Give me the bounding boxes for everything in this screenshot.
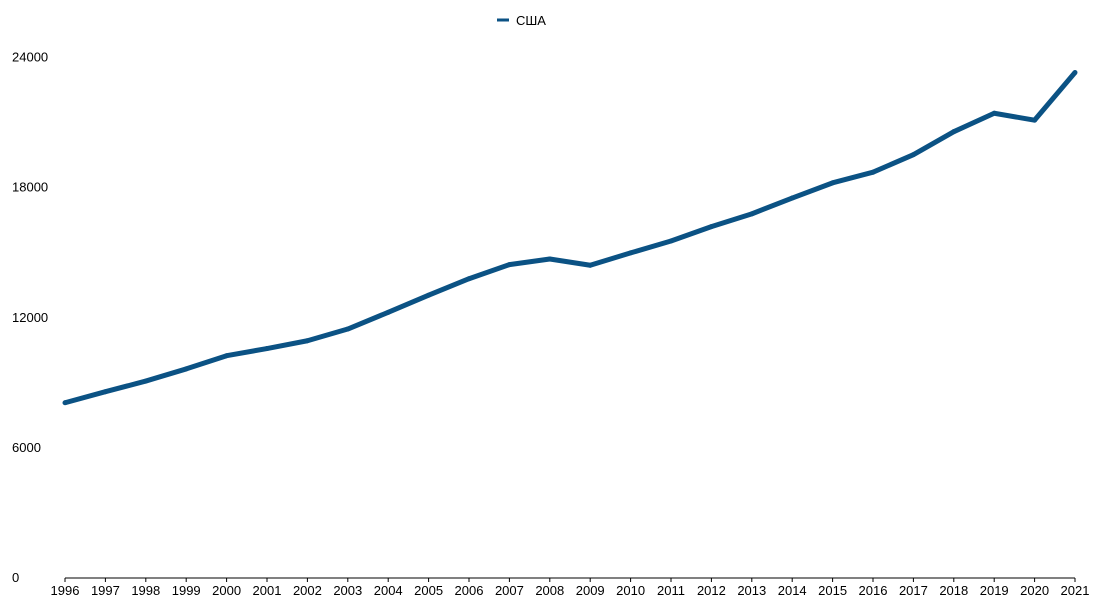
x-tick-label: 1997 — [91, 583, 120, 597]
data-point — [1072, 69, 1078, 75]
x-tick-label: 2015 — [818, 583, 847, 597]
series-line-0 — [64, 70, 1077, 406]
y-tick-label: 0 — [12, 570, 19, 585]
data-point — [749, 211, 755, 217]
legend: США — [497, 13, 546, 28]
data-point — [1032, 117, 1038, 123]
plot-area — [62, 69, 1078, 406]
x-axis: 1996 1997 1998 1999 2000 2001 2002 2003 2004 2005… — [51, 578, 1090, 597]
data-point — [304, 338, 310, 344]
data-point — [910, 152, 916, 158]
x-tick-label: 2005 — [414, 583, 443, 597]
data-point — [224, 353, 230, 359]
y-tick-label: 12000 — [12, 310, 48, 325]
x-tick-label: 2011 — [657, 583, 685, 597]
x-tick-label: 2004 — [374, 583, 403, 597]
x-tick-label: 2012 — [697, 583, 726, 597]
data-point — [991, 110, 997, 116]
x-tick-label: 2000 — [212, 583, 241, 597]
data-point — [143, 378, 149, 384]
data-point — [870, 169, 876, 175]
x-tick-label: 2006 — [455, 583, 484, 597]
x-tick-label: 1996 — [51, 583, 80, 597]
data-point — [345, 326, 351, 332]
data-point — [264, 346, 270, 352]
data-point — [506, 262, 512, 268]
x-tick-label: 1999 — [172, 583, 201, 597]
y-tick-label: 6000 — [12, 440, 41, 455]
x-tick-label: 2001 — [253, 583, 282, 597]
x-tick-label: 2021 — [1061, 583, 1090, 597]
data-point — [62, 400, 68, 406]
legend-label-usa: США — [516, 13, 546, 28]
data-point — [708, 224, 714, 230]
data-point — [668, 238, 674, 244]
data-point — [789, 195, 795, 201]
data-point — [951, 129, 957, 135]
x-tick-label: 2010 — [616, 583, 645, 597]
data-point — [102, 389, 108, 395]
x-tick-label: 2008 — [535, 583, 564, 597]
x-tick-label: 2003 — [333, 583, 362, 597]
y-axis: 0 6000 12000 18000 24000 — [12, 50, 48, 586]
data-point — [183, 366, 189, 372]
x-tick-label: 2009 — [576, 583, 605, 597]
x-tick-label: 2016 — [859, 583, 888, 597]
x-tick-label: 2017 — [899, 583, 928, 597]
x-tick-label: 2007 — [495, 583, 524, 597]
data-point — [830, 180, 836, 186]
x-tick-label: 2020 — [1020, 583, 1049, 597]
y-tick-label: 24000 — [12, 50, 48, 65]
data-point — [587, 262, 593, 268]
x-tick-label: 2014 — [778, 583, 807, 597]
data-point — [466, 276, 472, 282]
x-tick-label: 2013 — [737, 583, 766, 597]
x-tick-label: 1998 — [131, 583, 160, 597]
data-point — [628, 250, 634, 256]
y-tick-label: 18000 — [12, 180, 48, 195]
data-point — [547, 256, 553, 262]
data-point — [426, 292, 432, 298]
x-tick-label: 2002 — [293, 583, 322, 597]
x-tick-label: 2019 — [980, 583, 1009, 597]
x-tick-label: 2018 — [939, 583, 968, 597]
data-point — [385, 309, 391, 315]
